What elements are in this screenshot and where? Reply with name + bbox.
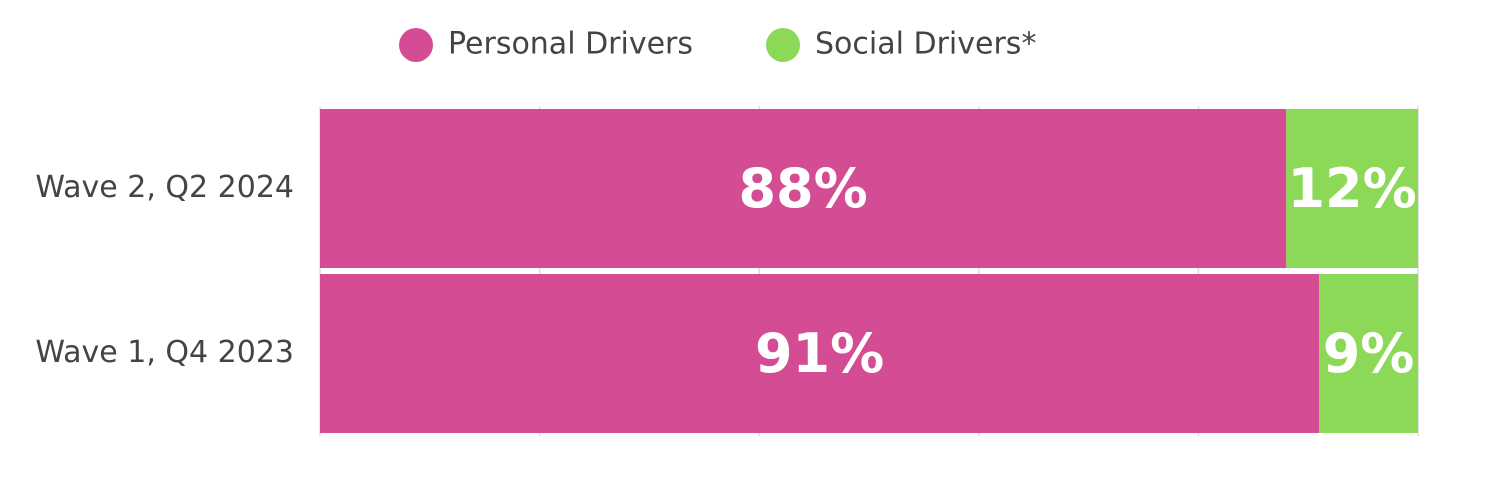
data-label: 9% [1323, 322, 1415, 385]
bar-segment [320, 274, 1320, 433]
data-label: 88% [738, 157, 867, 220]
y-tick-label: Wave 2, Q2 2024 [35, 170, 294, 205]
legend-label: Social Drivers* [815, 27, 1036, 62]
bar-segment [1319, 274, 1418, 433]
data-label: 12% [1287, 157, 1416, 220]
bar-segment [320, 109, 1287, 268]
legend-swatch [766, 28, 801, 62]
data-label: 91% [755, 322, 884, 385]
bar-segment [1286, 109, 1418, 268]
legend-swatch [399, 28, 433, 62]
legend-label: Personal Drivers [448, 27, 693, 62]
y-tick-label: Wave 1, Q4 2023 [35, 335, 294, 370]
